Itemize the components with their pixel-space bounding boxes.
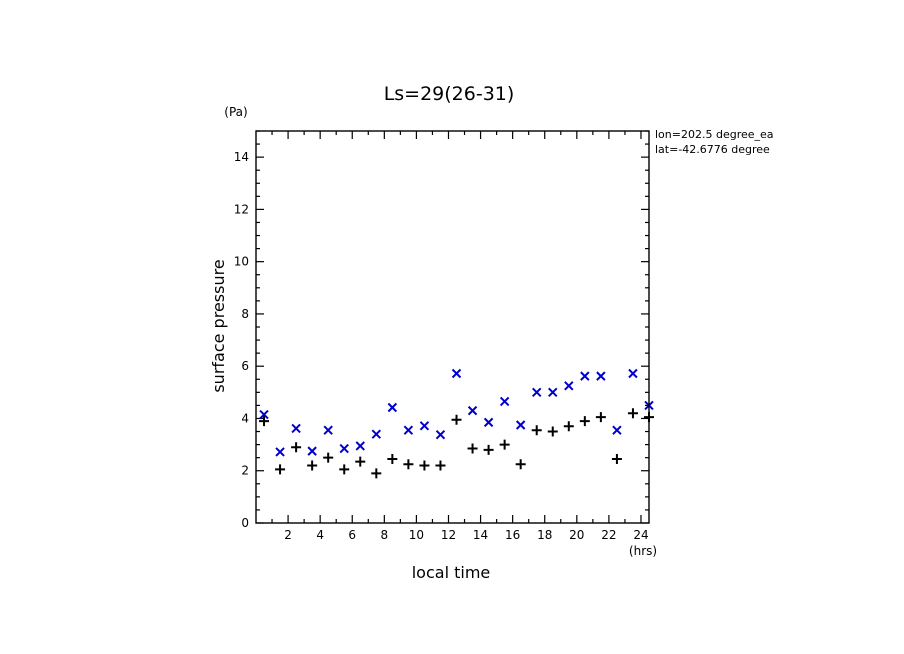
data-point — [259, 409, 269, 420]
data-point — [596, 371, 606, 381]
data-point — [355, 456, 366, 467]
data-point — [628, 368, 638, 379]
x-tick-label: 16 — [505, 528, 520, 542]
data-point — [323, 452, 334, 463]
x-axis-label: local time — [412, 563, 491, 582]
y-axis-label: surface pressure — [209, 259, 228, 392]
x-unit-label: (hrs) — [629, 544, 657, 558]
x-tick-label: 10 — [409, 528, 424, 542]
y-tick-label: 12 — [234, 202, 249, 216]
data-point — [371, 468, 382, 479]
x-tick-label: 20 — [569, 528, 584, 542]
x-tick-label: 2 — [284, 528, 292, 542]
data-point — [419, 460, 430, 471]
data-point — [339, 443, 349, 454]
data-point — [451, 414, 462, 425]
data-point — [291, 442, 302, 453]
data-point — [563, 421, 574, 432]
data-point — [275, 447, 285, 457]
series-cross-markers — [259, 368, 654, 457]
x-tick-label: 24 — [633, 528, 648, 542]
chart-title: Ls=29(26-31) — [384, 83, 515, 105]
x-tick-label: 6 — [348, 528, 356, 542]
data-point — [435, 429, 446, 440]
data-point — [579, 416, 590, 427]
y-tick-label: 6 — [241, 359, 249, 373]
annotation-longitude: lon=202.5 degree_ea — [655, 128, 774, 141]
data-point — [387, 453, 398, 464]
data-point — [499, 396, 510, 407]
annotation-latitude: lat=-42.6776 degree — [655, 143, 770, 156]
data-point — [339, 464, 350, 475]
data-point — [307, 460, 318, 471]
data-point — [259, 416, 270, 427]
data-point — [483, 444, 494, 455]
x-tick-label: 8 — [381, 528, 389, 542]
x-tick-label: 14 — [473, 528, 488, 542]
data-point — [499, 439, 510, 450]
data-point — [547, 426, 558, 437]
data-point — [548, 387, 558, 398]
data-point — [323, 425, 333, 435]
data-point — [580, 371, 590, 381]
y-tick-label: 8 — [241, 307, 249, 321]
data-point — [275, 464, 286, 475]
y-unit-label: (Pa) — [224, 105, 247, 119]
plot-frame — [255, 130, 650, 524]
x-tick-label: 22 — [601, 528, 616, 542]
data-point — [532, 387, 542, 398]
data-point — [467, 443, 478, 454]
x-tick-label: 12 — [441, 528, 456, 542]
data-point — [291, 423, 301, 434]
data-point — [403, 425, 414, 435]
data-point — [595, 412, 606, 423]
y-tick-label: 10 — [234, 255, 249, 269]
data-point — [419, 421, 430, 431]
data-point — [531, 425, 542, 436]
x-tick-label: 4 — [316, 528, 324, 542]
data-point — [355, 441, 365, 451]
x-tick-label: 18 — [537, 528, 552, 542]
data-point — [611, 453, 622, 464]
data-point — [451, 368, 462, 379]
data-point — [371, 429, 382, 439]
data-point — [515, 459, 526, 470]
data-point — [483, 417, 494, 428]
y-tick-label: 14 — [234, 150, 249, 164]
y-tick-label: 0 — [241, 516, 249, 530]
data-point — [564, 381, 574, 391]
plot-marks — [259, 368, 654, 479]
data-point — [627, 408, 638, 419]
data-point — [307, 446, 317, 456]
y-tick-label: 2 — [241, 464, 249, 478]
series-plus-markers — [259, 408, 654, 479]
y-tick-label: 4 — [241, 411, 249, 425]
data-point — [403, 459, 414, 470]
data-point — [467, 405, 478, 416]
data-point — [612, 425, 622, 435]
data-point — [387, 402, 398, 413]
data-point — [435, 460, 446, 471]
data-point — [515, 420, 526, 430]
